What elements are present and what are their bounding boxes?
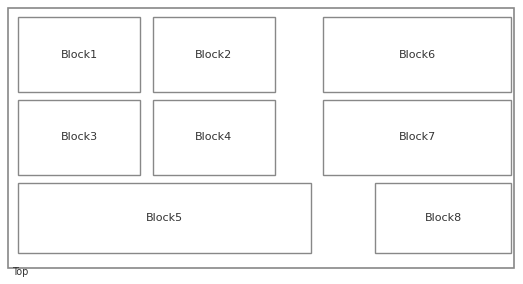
Bar bbox=[153, 17, 275, 92]
Bar bbox=[18, 100, 140, 175]
Bar bbox=[153, 100, 275, 175]
Text: Block4: Block4 bbox=[196, 133, 233, 143]
Text: Block7: Block7 bbox=[399, 133, 436, 143]
Bar bbox=[375, 183, 511, 253]
Text: Top: Top bbox=[12, 267, 28, 277]
Bar bbox=[18, 183, 311, 253]
Text: Block1: Block1 bbox=[61, 49, 98, 60]
Text: Block3: Block3 bbox=[61, 133, 98, 143]
Text: Block5: Block5 bbox=[146, 213, 183, 223]
Bar bbox=[323, 17, 511, 92]
Bar bbox=[323, 100, 511, 175]
Bar bbox=[18, 17, 140, 92]
Text: Block6: Block6 bbox=[399, 49, 436, 60]
Text: Block2: Block2 bbox=[196, 49, 233, 60]
Text: Block8: Block8 bbox=[424, 213, 462, 223]
